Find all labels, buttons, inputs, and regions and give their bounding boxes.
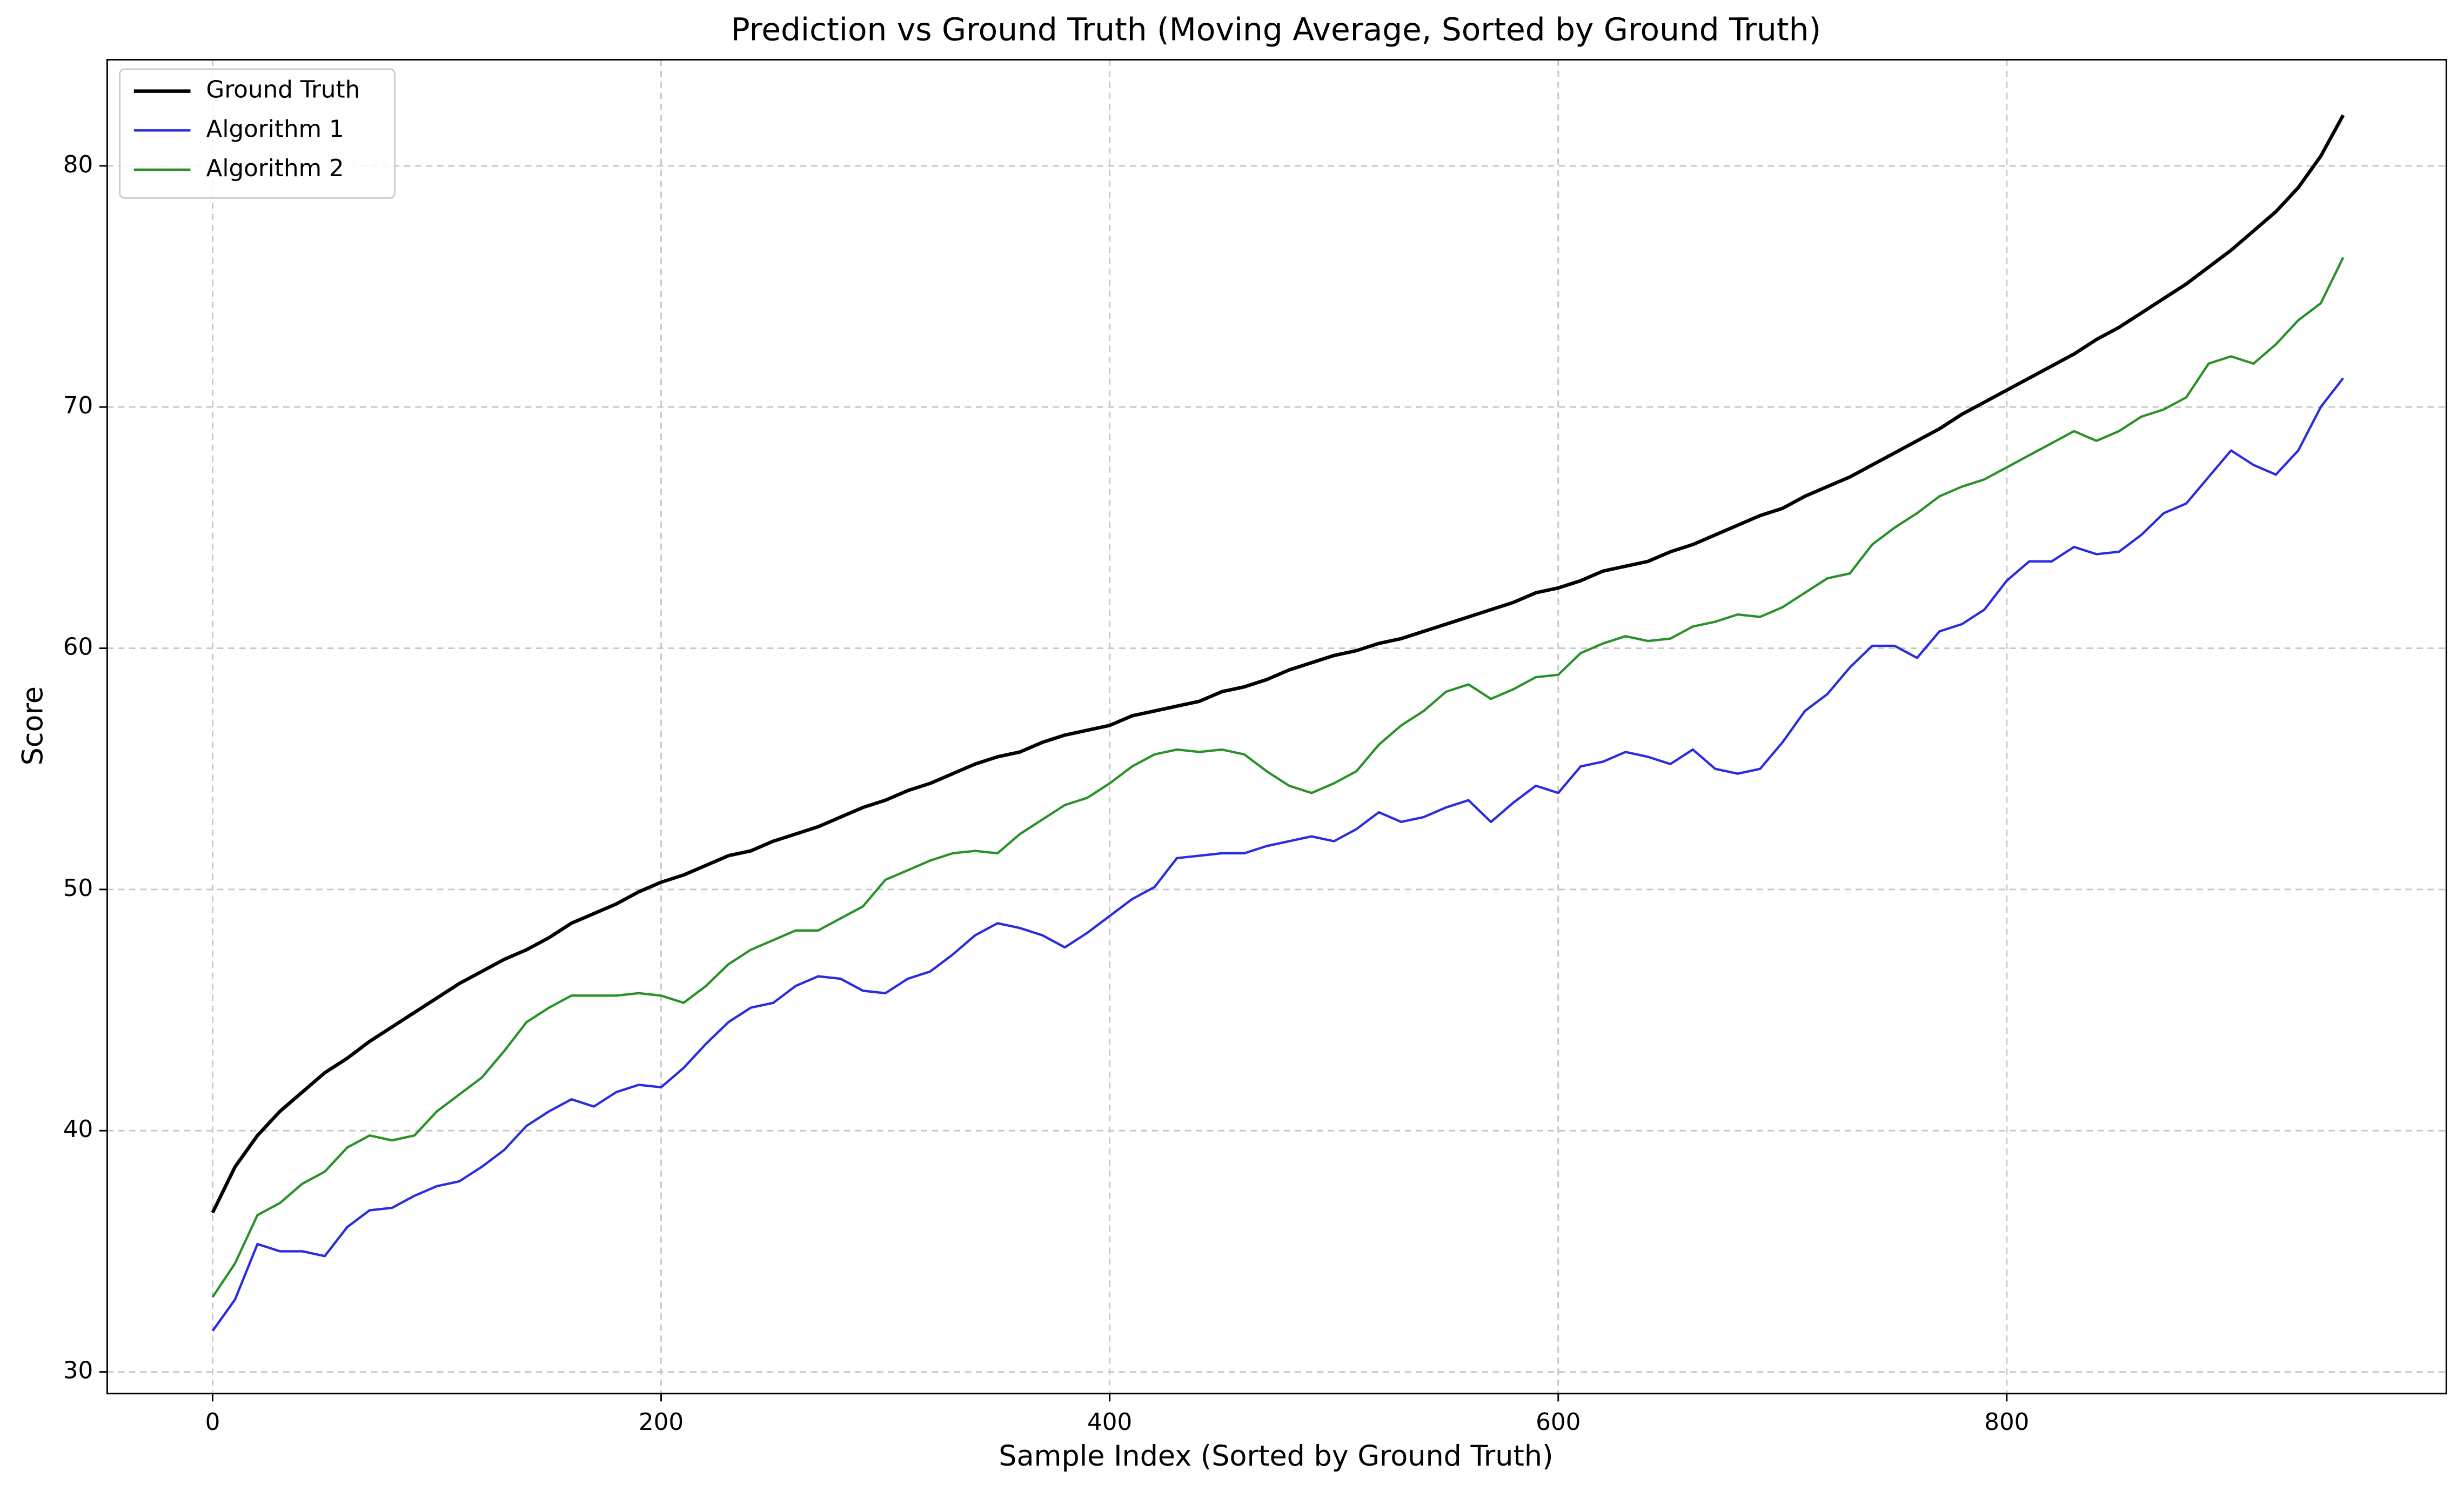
x-tick-label: 200 <box>639 1409 684 1436</box>
x-tick-label: 400 <box>1087 1409 1132 1436</box>
legend <box>119 68 396 199</box>
line <box>211 114 2345 1214</box>
y-tick-label: 60 <box>63 634 93 661</box>
legend-label: Ground Truth <box>206 77 360 104</box>
line <box>211 377 2345 1332</box>
y-tick-label: 30 <box>63 1358 93 1385</box>
x-tick-label: 600 <box>1536 1409 1581 1436</box>
legend-label: Algorithm 2 <box>206 155 344 182</box>
plot-frame <box>106 59 2447 1395</box>
y-tick-label: 80 <box>63 151 93 178</box>
y-axis-label: Score <box>17 686 50 766</box>
x-tick-label: 0 <box>205 1409 220 1436</box>
y-tick-label: 50 <box>63 875 93 902</box>
chart-title: Prediction vs Ground Truth (Moving Avera… <box>731 11 1822 48</box>
legend-box <box>119 68 396 199</box>
y-tick-label: 40 <box>63 1116 93 1143</box>
line <box>211 257 2345 1298</box>
legend-label: Algorithm 1 <box>206 116 344 143</box>
x-tick-label: 800 <box>1984 1409 2029 1436</box>
y-tick-label: 70 <box>63 392 93 419</box>
x-axis-label: Sample Index (Sorted by Ground Truth) <box>999 1440 1553 1473</box>
